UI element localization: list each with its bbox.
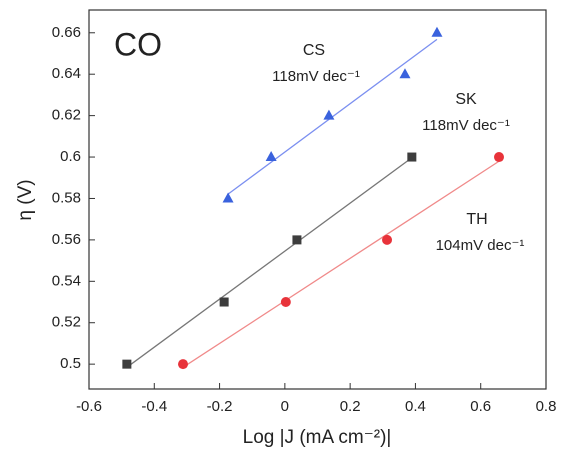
point — [178, 359, 189, 370]
point — [222, 192, 234, 203]
x-tick-label: -0.6 — [76, 398, 102, 415]
y-tick-label: 0.6 — [60, 148, 81, 165]
annotation: 118mV dec⁻¹ — [422, 117, 510, 134]
annotation: TH — [466, 211, 487, 228]
point — [122, 359, 132, 369]
y-tick-label: 0.58 — [52, 189, 81, 206]
annotation: CS — [303, 42, 325, 59]
y-axis-label: η (V) — [15, 179, 36, 220]
annotation: SK — [455, 91, 477, 108]
y-tick-label: 0.66 — [52, 24, 81, 41]
annotation: 118mV dec⁻¹ — [272, 68, 360, 85]
point — [323, 109, 335, 120]
point — [292, 235, 302, 245]
annotation: 104mV dec⁻¹ — [436, 237, 525, 254]
x-tick-label: -0.2 — [207, 398, 233, 415]
x-tick-label: 0.8 — [536, 398, 557, 415]
x-tick-label: -0.4 — [141, 398, 167, 415]
x-axis-label: Log |J (mA cm⁻²)| — [243, 427, 392, 448]
point — [219, 297, 229, 307]
y-tick-label: 0.62 — [52, 107, 81, 124]
x-tick-label: 0.4 — [405, 398, 426, 415]
x-tick-label: 0.2 — [340, 398, 361, 415]
point — [407, 152, 417, 162]
y-tick-label: 0.64 — [52, 65, 81, 82]
y-tick-label: 0.54 — [52, 272, 81, 289]
y-tick-label: 0.52 — [52, 314, 81, 331]
y-tick-label: 0.5 — [60, 355, 81, 372]
x-tick-label: 0.6 — [470, 398, 491, 415]
point — [493, 152, 504, 163]
x-tick-label: 0 — [281, 398, 289, 415]
point — [382, 234, 393, 245]
point — [431, 26, 443, 37]
fit-line — [182, 160, 500, 368]
point — [399, 68, 411, 79]
annotation: CO — [114, 26, 162, 62]
plot-frame — [88, 9, 547, 390]
fit-line — [126, 157, 413, 368]
point — [280, 297, 291, 308]
point — [265, 151, 277, 162]
y-tick-label: 0.56 — [52, 231, 81, 248]
